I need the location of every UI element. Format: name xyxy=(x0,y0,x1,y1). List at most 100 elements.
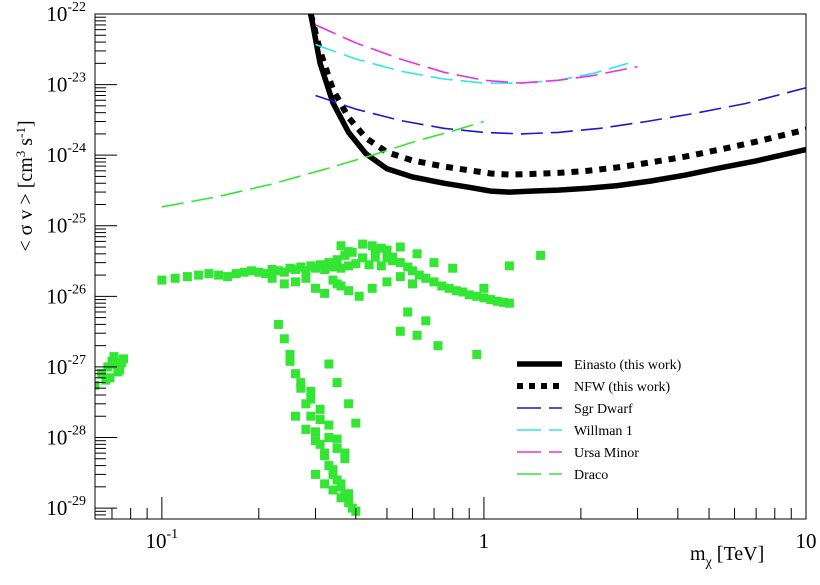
scatter-point xyxy=(301,266,311,276)
scatter-point xyxy=(111,359,121,369)
y-tick-label: 10-25 xyxy=(46,212,86,238)
scatter-point xyxy=(344,247,354,257)
legend-item-draco: Draco xyxy=(517,468,608,483)
scatter-point xyxy=(536,250,546,260)
scatter-point xyxy=(223,272,233,282)
scatter-point xyxy=(358,253,368,263)
scatter-point xyxy=(95,380,100,390)
scatter-point xyxy=(464,290,474,300)
series-line-nfw-this-work xyxy=(307,14,806,178)
scatter-point xyxy=(444,283,454,293)
y-tick-label: 10-23 xyxy=(46,71,86,97)
scatter-point xyxy=(332,255,342,265)
legend-item-einasto-this-work: Einasto (this work) xyxy=(517,358,682,373)
scatter-point xyxy=(328,485,338,495)
scatter-point xyxy=(311,469,320,479)
scatter-point xyxy=(279,279,289,289)
scatter-point xyxy=(261,269,271,279)
scatter-point xyxy=(492,296,502,306)
scatter-point xyxy=(182,272,192,282)
scatter-point xyxy=(412,330,422,340)
scatter-point xyxy=(328,275,338,285)
scatter-point xyxy=(315,404,325,414)
scatter-point xyxy=(320,288,330,298)
x-tick-label: 10 xyxy=(796,529,817,553)
scatter-point xyxy=(344,399,354,409)
scatter-point xyxy=(458,287,468,297)
scatter-point xyxy=(328,262,338,272)
scatter-point xyxy=(367,241,377,251)
scatter-point xyxy=(117,358,127,368)
scatter-point xyxy=(328,469,338,479)
x-tick-label: 1 xyxy=(479,529,490,553)
scatter-point xyxy=(332,434,342,444)
legend-label: Draco xyxy=(574,468,608,483)
scatter-point xyxy=(291,369,300,379)
scatter-point xyxy=(504,261,514,271)
scatter-point xyxy=(273,319,283,329)
scatter-point xyxy=(279,267,289,277)
scatter-point xyxy=(285,356,295,366)
scatter-point xyxy=(332,378,342,388)
scatter-point xyxy=(279,334,289,344)
scatter-point xyxy=(239,267,249,277)
series-line-ursa-minor xyxy=(315,24,638,84)
series-line-sgr-dwarf xyxy=(315,87,806,135)
scatter-point xyxy=(101,375,111,385)
scatter-point xyxy=(336,241,346,251)
scatter-point xyxy=(291,411,300,421)
scatter-point xyxy=(395,326,405,336)
legend-item-willman-1: Willman 1 xyxy=(517,424,633,439)
scatter-point xyxy=(479,293,489,303)
scatter-point xyxy=(170,273,180,283)
scatter-point xyxy=(382,253,392,263)
scatter-point xyxy=(311,283,320,293)
scatter-point xyxy=(311,427,320,437)
scatter-point xyxy=(296,378,306,388)
scatter-point xyxy=(429,258,439,268)
x-axis-title: mχ [TeV] xyxy=(690,543,764,570)
scatter-point xyxy=(336,281,346,291)
scatter-point xyxy=(403,307,413,317)
scatter-point xyxy=(273,266,283,276)
scatter-point xyxy=(291,277,300,287)
legend-item-sgr-dwarf: Sgr Dwarf xyxy=(517,402,633,417)
scatter-point xyxy=(344,286,354,296)
scatter-point xyxy=(370,252,380,262)
scatter-point xyxy=(421,316,431,326)
scatter-point xyxy=(315,260,325,270)
scatter-point xyxy=(344,489,354,499)
y-tick-label: 10-28 xyxy=(46,423,86,449)
scatter-point xyxy=(285,350,295,359)
legend-label: Sgr Dwarf xyxy=(574,402,633,417)
legend-item-ursa-minor: Ursa Minor xyxy=(517,446,639,461)
scatter-point xyxy=(231,269,241,279)
legend-label: Willman 1 xyxy=(574,424,633,439)
scatter-point xyxy=(254,267,264,277)
scatter-point xyxy=(344,498,354,507)
legend-item-nfw-this-work: NFW (this work) xyxy=(517,380,671,395)
scatter-point xyxy=(301,399,311,409)
scatter-point xyxy=(296,383,306,393)
scatter-point xyxy=(340,454,350,464)
legend-label: NFW (this work) xyxy=(574,380,671,395)
series-line-willman-1 xyxy=(315,43,629,84)
series-layer xyxy=(161,14,806,208)
y-tick-label: 10-26 xyxy=(46,282,86,308)
scatter-point xyxy=(311,436,320,446)
scatter-point xyxy=(486,295,496,305)
legend: Einasto (this work) NFW (this work) Sgr Dw… xyxy=(517,358,682,483)
legend-label: Ursa Minor xyxy=(574,446,639,461)
scatter-point xyxy=(267,265,277,274)
scatter-point xyxy=(285,263,295,273)
scatter-point xyxy=(336,263,346,273)
scatter-point xyxy=(320,479,330,489)
scatter-point xyxy=(351,259,361,269)
scatter-point xyxy=(395,272,405,282)
scatter-point xyxy=(109,352,119,362)
scatter-point xyxy=(408,266,417,276)
scatter-point xyxy=(504,298,514,308)
scatter-point xyxy=(376,243,386,253)
scatter-point xyxy=(472,291,482,301)
